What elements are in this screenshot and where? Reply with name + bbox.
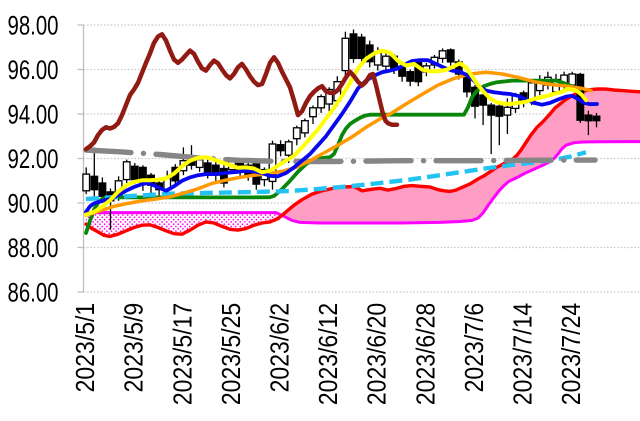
svg-text:2023/5/9: 2023/5/9 [121, 303, 150, 393]
svg-text:86.00: 86.00 [7, 279, 58, 308]
svg-text:94.00: 94.00 [7, 101, 58, 130]
svg-text:2023/6/28: 2023/6/28 [412, 303, 441, 405]
svg-text:98.00: 98.00 [7, 12, 58, 41]
svg-text:88.00: 88.00 [7, 235, 58, 264]
svg-text:2023/7/24: 2023/7/24 [558, 303, 587, 405]
svg-text:90.00: 90.00 [7, 190, 58, 219]
svg-text:2023/7/6: 2023/7/6 [461, 303, 490, 393]
svg-text:2023/7/14: 2023/7/14 [509, 303, 538, 405]
svg-text:2023/6/20: 2023/6/20 [364, 303, 393, 405]
svg-text:96.00: 96.00 [7, 57, 58, 86]
svg-text:2023/6/2: 2023/6/2 [266, 303, 295, 393]
svg-text:2023/5/17: 2023/5/17 [169, 303, 198, 405]
svg-text:92.00: 92.00 [7, 146, 58, 175]
svg-text:2023/5/25: 2023/5/25 [218, 303, 247, 405]
svg-text:2023/5/1: 2023/5/1 [72, 303, 101, 393]
svg-text:2023/6/12: 2023/6/12 [315, 303, 344, 405]
